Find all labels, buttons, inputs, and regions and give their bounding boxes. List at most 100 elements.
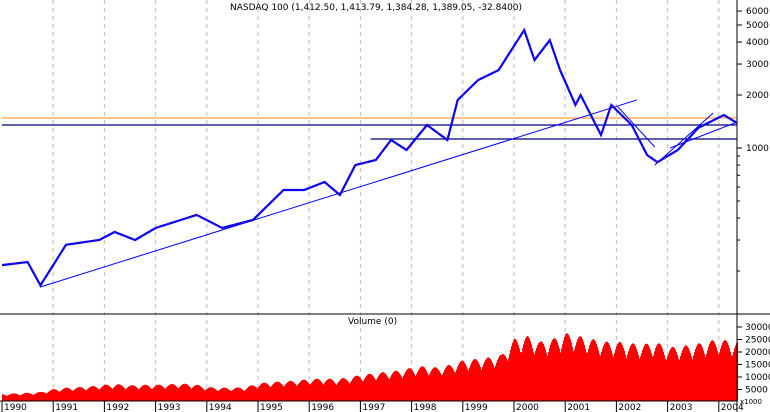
volume-bar (86, 390, 88, 401)
volume-bar (406, 370, 408, 401)
volume-bar (708, 346, 710, 401)
volume-bar (364, 378, 366, 401)
x-tick-label-1999: 1999 (465, 403, 488, 412)
volume-bar (646, 343, 648, 401)
price-down-segments (1, 28, 737, 287)
volume-bar (106, 384, 108, 401)
volume-bar (732, 355, 734, 401)
volume-bar (705, 357, 707, 401)
volume-bar (366, 375, 368, 401)
volume-bar (570, 339, 572, 401)
volume-bar (226, 388, 228, 401)
x-tick-label-2001: 2001 (567, 403, 590, 412)
volume-bar (630, 345, 632, 401)
volume-bar (61, 390, 63, 401)
volume-bar (628, 351, 630, 401)
volume-bar (612, 354, 614, 401)
volume-bar (286, 383, 288, 401)
volume-bar (14, 393, 16, 401)
volume-bar (517, 342, 519, 401)
volume-bar (342, 378, 344, 401)
volume-bar (30, 393, 32, 401)
volume-bar (676, 352, 678, 401)
volume-bar (177, 387, 179, 401)
volume-bar (210, 387, 212, 401)
volume-bar (319, 379, 321, 401)
volume-bar (131, 385, 133, 401)
volume-bar (416, 374, 418, 401)
volume-bar (525, 338, 527, 401)
volume-bar (472, 361, 474, 401)
volume-bar (310, 384, 312, 401)
volume-bar (219, 389, 221, 401)
volume-bar (275, 382, 277, 401)
volume-bar (629, 348, 631, 401)
volume-bar (156, 385, 158, 401)
volume-bar (112, 388, 114, 401)
volume-bar (236, 387, 238, 401)
volume-bar (437, 368, 439, 401)
volume-bar (46, 393, 48, 401)
volume-bar (262, 383, 264, 401)
volume-bar (334, 382, 336, 401)
volume-bar (696, 346, 698, 401)
volume-bar (485, 359, 487, 401)
volume-bar (81, 387, 83, 401)
volume-bar (205, 389, 207, 401)
volume-bar (385, 373, 387, 401)
volume-bar (427, 372, 429, 401)
volume-bar (409, 368, 411, 401)
volume-bar (367, 374, 369, 401)
volume-bar (508, 358, 510, 401)
volume-bar (190, 387, 192, 401)
volume-bar (40, 391, 42, 401)
volume-bar (291, 381, 293, 401)
volume-bar (29, 393, 31, 401)
volume-bar (289, 381, 291, 401)
volume-bar (111, 388, 113, 401)
volume-tick-label-30000: 30000 (745, 323, 770, 333)
volume-bar (198, 385, 200, 401)
volume-bar (404, 373, 406, 401)
volume-bar (27, 392, 29, 401)
volume-bar (274, 382, 276, 401)
volume-bar (188, 385, 190, 401)
volume-bar (280, 383, 282, 401)
volume-bar (318, 379, 320, 401)
volume-bar (515, 339, 517, 401)
volume-bar (251, 385, 253, 401)
y-tick-label-4000: 4000 (746, 38, 769, 48)
volume-bar (217, 390, 219, 401)
volume-bar (564, 337, 566, 401)
volume-bar (458, 364, 460, 401)
volume-bar (203, 389, 205, 401)
volume-bar (13, 393, 15, 401)
annotation-lines (2, 99, 738, 288)
volume-bar (617, 344, 619, 401)
volume-bar (75, 388, 77, 401)
volume-bar (710, 341, 712, 401)
volume-bar (448, 365, 450, 401)
volume-bar (581, 337, 583, 401)
volume-bar (276, 381, 278, 401)
volume-bar (721, 345, 723, 401)
volume-bar (239, 387, 241, 401)
volume-bar (601, 351, 603, 401)
volume-bar (325, 381, 327, 401)
volume-bar (287, 382, 289, 401)
volume-bar (608, 343, 610, 401)
volume-bar (386, 374, 388, 401)
volume-bar (149, 386, 151, 401)
volume-bar (726, 340, 728, 401)
volume-bar (555, 338, 557, 401)
volume-bar (10, 394, 12, 401)
volume-bar (168, 385, 170, 401)
volume-bar (673, 347, 675, 401)
volume-bar (230, 390, 232, 401)
volume-bar (539, 342, 541, 401)
volume-bar (309, 384, 311, 401)
volume-bar (683, 347, 685, 401)
volume-bar (511, 346, 513, 401)
volume-bar (634, 344, 636, 401)
volume-bar (178, 388, 180, 401)
